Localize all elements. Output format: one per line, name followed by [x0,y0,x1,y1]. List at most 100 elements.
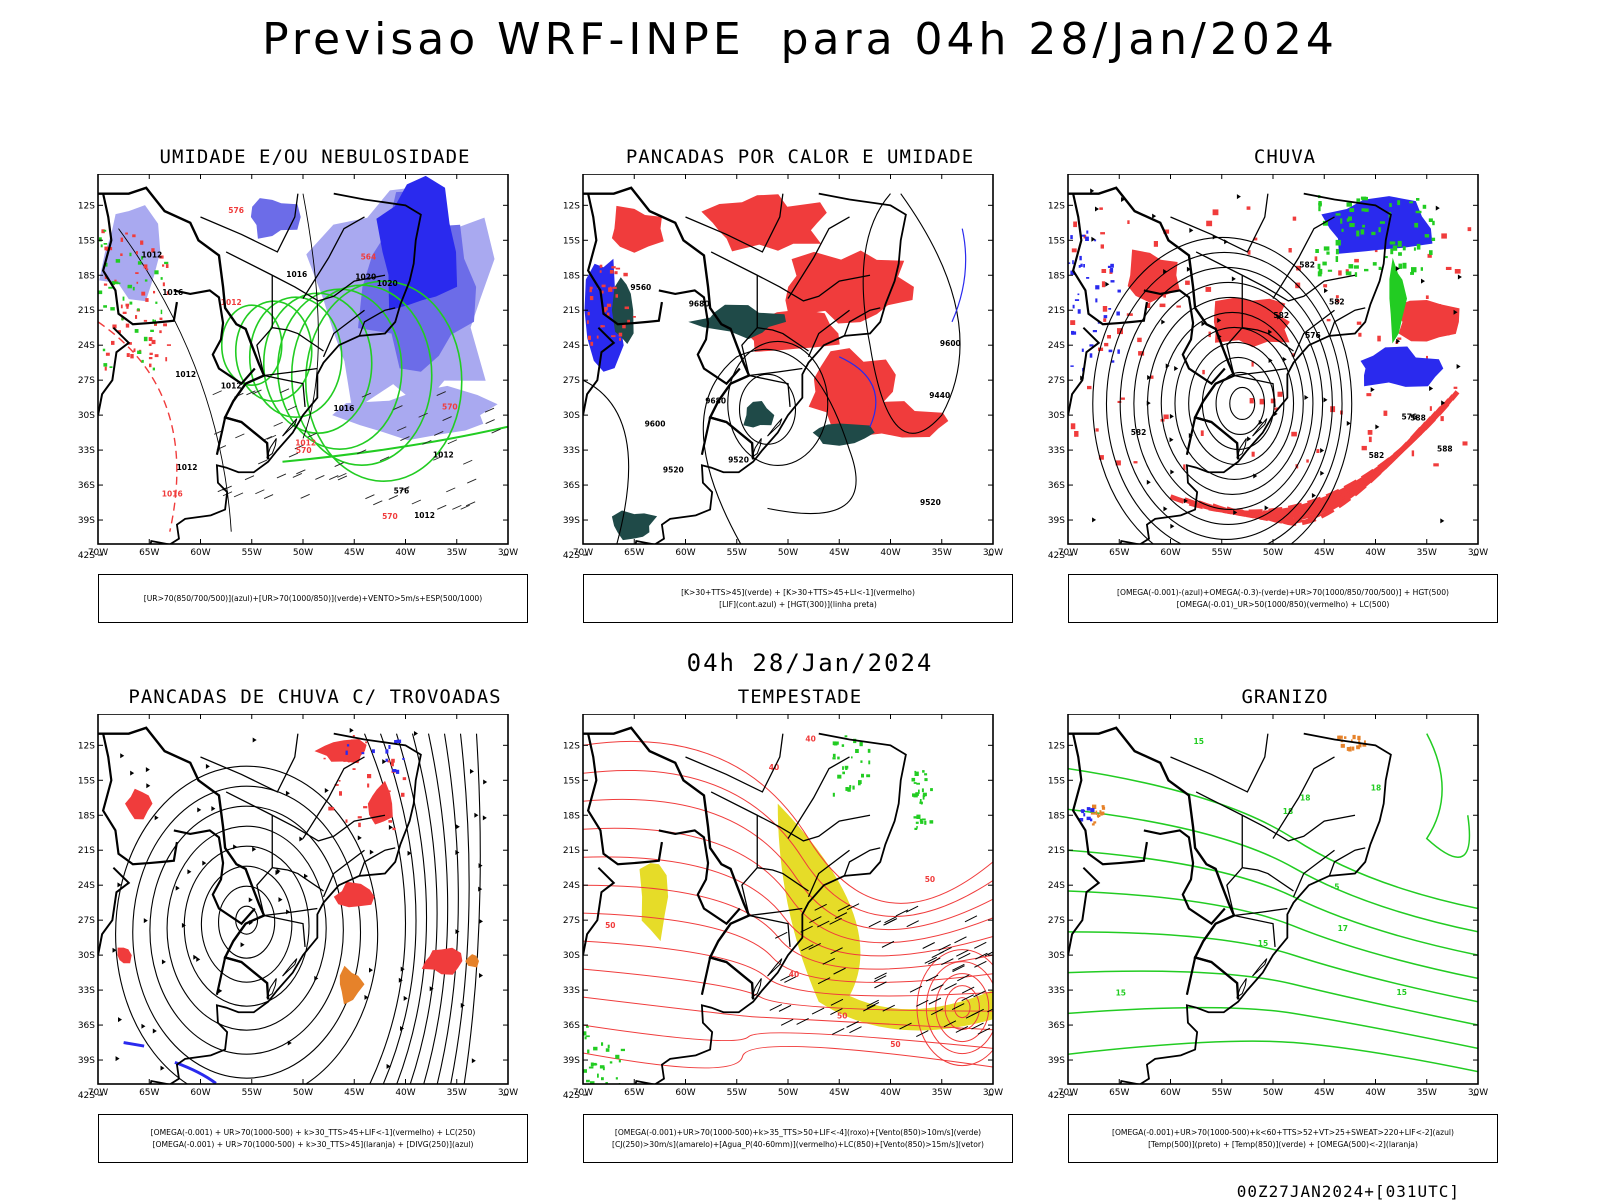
lon-tick-label: 65W [1109,548,1129,558]
rain-speck [1176,305,1181,308]
wind-speck [590,1081,595,1084]
rain-speck [1288,248,1292,253]
state-border [302,216,365,299]
omega-green-speck [1411,267,1417,273]
omega-green-speck [1372,262,1377,266]
wind-vector [400,486,410,492]
legend-box: [UR>70(850/700/500)](azul)+[UR>70(1000/8… [98,574,528,623]
omega-blue-speck [1080,234,1085,237]
instability-speck [619,337,621,341]
rain-speck [1247,340,1252,345]
state-border [1292,849,1335,898]
rh-speck [105,262,108,267]
wind-vector [780,974,793,981]
lon-tick-label: 55W [727,548,747,558]
wind-vector [434,431,444,436]
wind-speck [914,827,918,830]
contour-label: 9520 [728,455,749,464]
rh-speck [111,281,115,285]
thickness-speck [165,264,169,268]
rain-speck [1202,369,1205,375]
contour-label: 1016 [162,489,183,498]
flow-arrow [479,918,484,924]
rain-speck [1137,337,1142,343]
lon-tick-label: 65W [139,1088,159,1098]
rain-speck [1335,295,1339,299]
rain-speck [1306,459,1309,463]
legend-line: [OMEGA(-0.001) + UR>70(1000-500) + k>30_… [152,1139,474,1149]
omega-green-speck [1402,246,1406,251]
wind-speck [913,795,918,798]
wind-vector [465,501,476,507]
lake [266,978,277,999]
flow-arrow [1247,436,1252,442]
wind-speck [583,1069,587,1073]
wind-vector [899,1022,912,1030]
contour-label: -5 [1331,883,1339,892]
wind-vector [971,1022,984,1030]
lat-tick-label: 15S [1048,776,1065,786]
omega-blue-speck [1086,277,1090,279]
flow-arrow [1121,196,1126,202]
omega-blue-speck [1117,289,1121,293]
contour-label: 40 [789,970,799,979]
state-border [1241,275,1294,352]
country-border [586,193,664,326]
rh-low-contour [248,296,343,418]
flow-arrow [154,815,159,821]
flow-arrow [482,815,487,821]
flow-arrow [479,973,484,979]
flow-arrow [357,835,362,841]
flow-arrow [398,977,403,983]
country-border [700,416,727,455]
water-contour [583,968,993,1012]
lat-tick-label: 33S [78,446,95,456]
wind-vector [292,473,303,478]
lifted-index-contour [951,228,967,323]
wind-vector [437,504,447,510]
omega-green-speck [1348,216,1352,221]
wind-vector [796,1018,809,1025]
flow-arrow [1146,479,1151,485]
water-contour [583,1045,993,1069]
country-border [215,416,242,455]
wind-speck [915,792,919,796]
plot-area [98,726,488,1084]
wind-vector [884,916,897,924]
wind-vector [817,920,830,928]
wind-vector [379,456,390,462]
thickness-speck [125,232,128,235]
wind-vector [373,500,383,506]
lat-tick-label: 18S [1048,271,1065,281]
rh-speck [98,290,103,295]
contour-label: 1012 [141,250,162,259]
omega-orange-speck [1358,743,1362,748]
flow-arrow [1146,400,1151,406]
omega-green-speck [1398,263,1403,269]
omega-blue-speck [1080,263,1083,267]
state-border [1233,374,1276,408]
lat-tick-label: 33S [1048,446,1065,456]
storm-speck [387,790,391,793]
lat-tick-label: 30S [78,951,95,961]
rh-speck [152,367,155,371]
flow-arrow [218,988,223,994]
contour-label: 1012 [295,439,316,448]
flow-arrow [193,954,198,960]
rain-speck [1120,397,1125,400]
lat-tick-label: 24S [1048,341,1065,351]
wind-speck [615,1090,617,1095]
wind-vector [834,912,848,920]
thickness-speck [132,234,136,238]
state-border [358,847,396,877]
flow-arrow [388,824,393,830]
state-border [843,307,881,337]
thickness-speck [159,255,164,259]
omega-green-speck [1428,218,1433,222]
wind-vector [931,951,945,959]
rain-speck [1133,461,1138,464]
rain-speck [1414,329,1421,333]
omega-orange-speck [1100,811,1105,816]
omega-green-speck [1317,271,1322,277]
omega-green-speck [1384,256,1388,259]
